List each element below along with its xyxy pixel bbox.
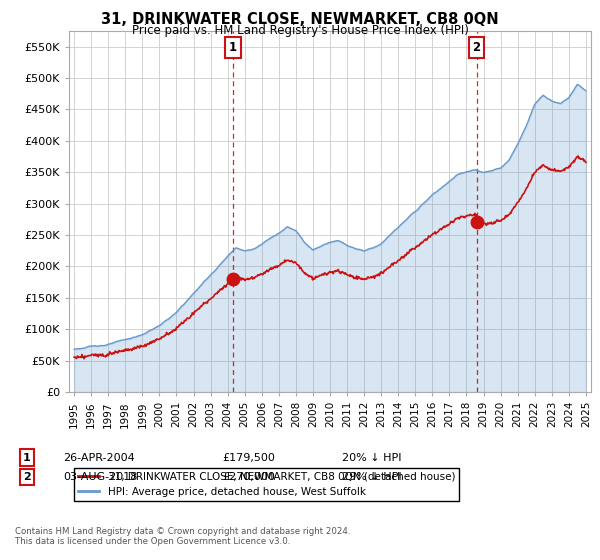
Legend: 31, DRINKWATER CLOSE, NEWMARKET, CB8 0QN (detached house), HPI: Average price, d: 31, DRINKWATER CLOSE, NEWMARKET, CB8 0QN… [74,468,459,501]
Text: £270,000: £270,000 [222,472,275,482]
Text: 2: 2 [23,472,31,482]
Text: 20% ↓ HPI: 20% ↓ HPI [342,452,401,463]
Text: 1: 1 [229,41,237,54]
Text: Price paid vs. HM Land Registry's House Price Index (HPI): Price paid vs. HM Land Registry's House … [131,24,469,36]
Text: £179,500: £179,500 [222,452,275,463]
Text: 1: 1 [23,452,31,463]
Text: 29% ↓ HPI: 29% ↓ HPI [342,472,401,482]
Text: 2: 2 [472,41,481,54]
Text: Contains HM Land Registry data © Crown copyright and database right 2024.
This d: Contains HM Land Registry data © Crown c… [15,526,350,546]
Text: 26-APR-2004: 26-APR-2004 [63,452,135,463]
Text: 31, DRINKWATER CLOSE, NEWMARKET, CB8 0QN: 31, DRINKWATER CLOSE, NEWMARKET, CB8 0QN [101,12,499,27]
Text: 03-AUG-2018: 03-AUG-2018 [63,472,137,482]
